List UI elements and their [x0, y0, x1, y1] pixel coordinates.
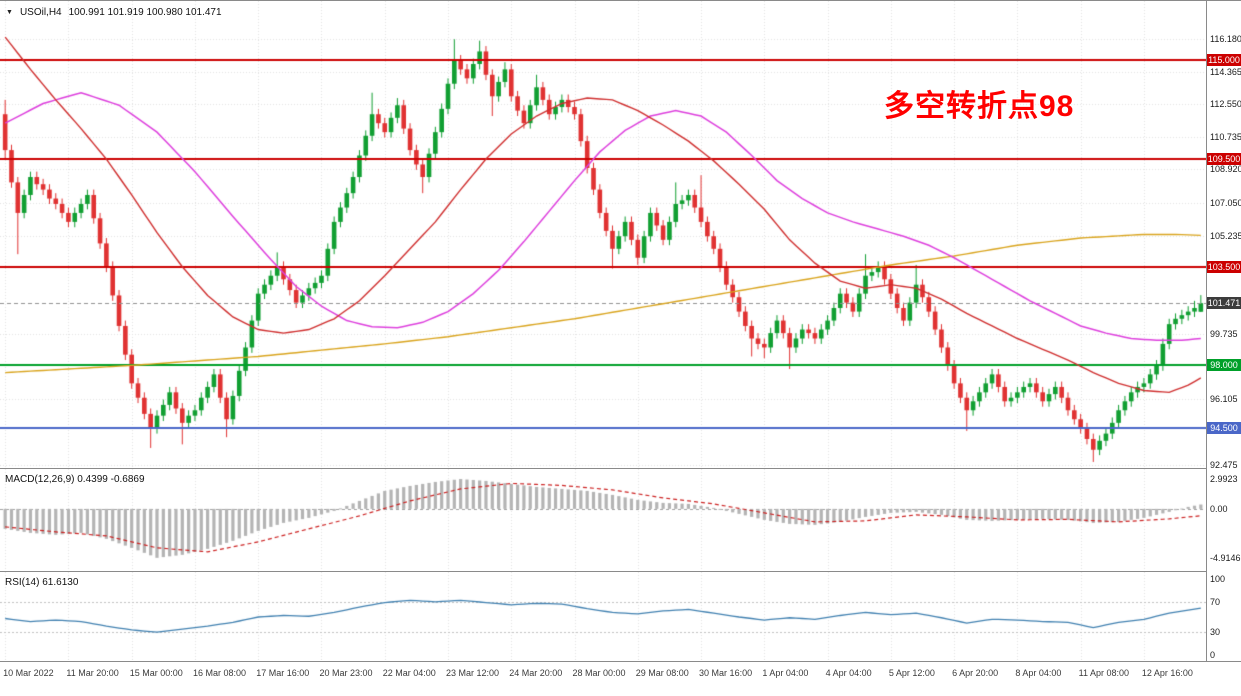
macd-axis-tick: -4.9146 [1210, 552, 1241, 563]
level-price-badge: 115.000 [1207, 54, 1241, 67]
price-axis-tick: 108.920 [1210, 164, 1241, 175]
macd-axis-tick: 2.9923 [1210, 474, 1238, 484]
macd-indicator-canvas[interactable] [0, 469, 1206, 571]
chart-title: ▼ USOil,H4 100.991 101.919 100.980 101.4… [6, 7, 222, 18]
time-axis-label: 1 Apr 04:00 [762, 668, 809, 678]
rsi-axis-tick: 30 [1210, 627, 1221, 638]
price-axis-tick: 92.475 [1210, 459, 1238, 470]
price-axis-tick: 99.735 [1210, 329, 1238, 340]
price-axis[interactable]: 116.180 114.365 112.550 110.735 108.920 107.0… [1206, 1, 1241, 661]
time-axis-label: 11 Mar 20:00 [66, 668, 119, 678]
rsi-panel-label: RSI(14) 61.6130 [5, 577, 79, 588]
time-axis-label: 11 Apr 08:00 [1078, 668, 1129, 678]
current-price-badge: 101.471 [1207, 297, 1241, 310]
time-axis-label: 23 Mar 12:00 [446, 668, 500, 678]
time-axis-label: 15 Mar 00:00 [129, 668, 183, 678]
time-axis-label: 28 Mar 00:00 [572, 668, 626, 678]
time-axis-label: 30 Mar 16:00 [699, 668, 753, 678]
time-axis[interactable]: 10 Mar 2022 11 Mar 20:00 15 Mar 00:00 16 Ma… [0, 661, 1241, 696]
rsi-indicator-canvas[interactable] [0, 572, 1206, 660]
time-axis-label: 24 Mar 20:00 [509, 668, 563, 678]
price-axis-tick: 96.105 [1210, 394, 1238, 405]
rsi-axis-tick: 70 [1210, 596, 1221, 607]
price-axis-tick: 110.735 [1210, 131, 1241, 142]
symbol-timeframe-label: USOil,H4 [19, 7, 62, 18]
time-axis-label: 6 Apr 20:00 [952, 668, 999, 678]
time-axis-label: 4 Apr 04:00 [825, 668, 872, 678]
annotation-text[interactable]: 多空转折点98 [884, 90, 1075, 123]
time-axis-label: 17 Mar 16:00 [256, 668, 310, 678]
level-price-badge: 98.000 [1207, 359, 1241, 372]
ohlc-values: 100.991 101.919 100.980 101.471 [68, 7, 222, 18]
price-axis-tick: 116.180 [1210, 34, 1241, 45]
time-axis-label: 22 Mar 04:00 [382, 668, 436, 678]
macd-axis-tick: 0.00 [1210, 503, 1228, 514]
time-axis-label: 12 Apr 16:00 [1141, 668, 1193, 678]
candlestick-chart-canvas[interactable] [0, 1, 1206, 468]
macd-panel-label: MACD(12,26,9) 0.4399 -0.6869 [5, 474, 145, 485]
time-axis-label: 10 Mar 2022 [3, 668, 54, 678]
main-macd-panel-divider[interactable] [0, 468, 1241, 469]
rsi-axis-tick: 0 [1210, 650, 1216, 660]
level-price-badge: 109.500 [1207, 153, 1241, 166]
time-axis-label: 16 Mar 08:00 [192, 668, 246, 678]
time-axis-label: 20 Mar 23:00 [319, 668, 373, 678]
macd-rsi-panel-divider[interactable] [0, 571, 1241, 572]
price-axis-tick: 112.550 [1210, 99, 1241, 110]
time-axis-label: 5 Apr 12:00 [888, 668, 935, 678]
symbol-dropdown-icon[interactable]: ▼ [6, 8, 13, 16]
level-price-badge: 94.500 [1207, 422, 1241, 435]
level-price-badge: 103.500 [1207, 260, 1241, 273]
price-axis-tick: 107.050 [1210, 198, 1241, 209]
price-axis-tick: 105.235 [1210, 230, 1241, 241]
rsi-axis-tick: 100 [1210, 574, 1226, 584]
price-axis-tick: 114.365 [1210, 66, 1241, 77]
time-axis-label: 29 Mar 08:00 [635, 668, 689, 678]
time-axis-label: 8 Apr 04:00 [1015, 668, 1062, 678]
